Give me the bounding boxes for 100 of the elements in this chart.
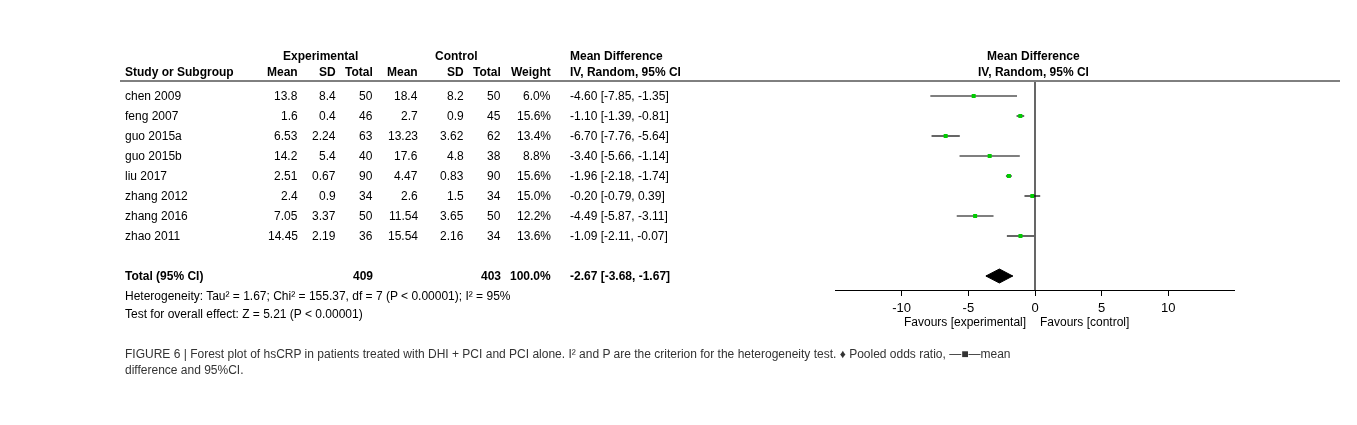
category-label: feng 2007: [125, 109, 179, 123]
category-label: Mean: [267, 65, 298, 79]
text: 1.6: [281, 109, 298, 123]
text: 12.2%: [517, 209, 552, 223]
text: 2.51: [274, 169, 298, 183]
text: 13.23: [388, 129, 419, 143]
text: 2.16: [440, 229, 464, 243]
text: 2.6: [401, 189, 418, 203]
text: 50: [487, 209, 501, 223]
text: Mean Difference: [570, 49, 664, 63]
text: 409: [353, 269, 374, 283]
text: 0.4: [319, 109, 336, 123]
chart-subtitle: IV, Random, 95% CI: [978, 65, 1089, 79]
text: -1.09 [-2.11, -0.07]: [570, 229, 668, 243]
text: Test for overall effect: Z = 5.21 (P < 0.00001): [125, 307, 363, 321]
text: Favours [experimental]: [904, 315, 1027, 329]
text: 100.0%: [510, 269, 551, 283]
text: 2.19: [312, 229, 336, 243]
text: 90: [487, 169, 501, 183]
text: 0.9: [447, 109, 464, 123]
text: 36: [359, 229, 373, 243]
text: 2.7: [401, 109, 418, 123]
text: 15.6%: [517, 109, 552, 123]
caption: FIGURE 6 | Forest plot of hsCRP in patients treated with DHI + PCI and PCI alone. I² and P are the criterion for the heterogeneity test. ♦ Pooled odds ratio, —■—mean difference and 95%CI.: [125, 347, 1011, 377]
category-label: Total (95% CI): [125, 269, 204, 283]
text: 403: [481, 269, 502, 283]
category-label: Weight: [511, 65, 551, 79]
text: 38: [487, 149, 501, 163]
text: -4.49 [-5.87, -3.11]: [570, 209, 668, 223]
category-label: guo 2015b: [125, 149, 182, 163]
text: 3.62: [440, 129, 464, 143]
text: 8.4: [319, 89, 336, 103]
text: 14.2: [274, 149, 298, 163]
text: 46: [359, 109, 373, 123]
text: 13.4%: [517, 129, 552, 143]
text: -2.67 [-3.68, -1.67]: [570, 269, 671, 283]
text: 7.05: [274, 209, 298, 223]
x-tick-label: 10: [1161, 299, 1176, 315]
x-tick-label: 0: [1031, 299, 1039, 315]
text: Control: [435, 49, 478, 63]
text: -6.70 [-7.76, -5.64]: [570, 129, 669, 143]
text: 15.6%: [517, 169, 552, 183]
text: 17.6: [394, 149, 418, 163]
text: 45: [487, 109, 501, 123]
category-label: zhang 2016: [125, 209, 188, 223]
text: 15.54: [388, 229, 419, 243]
x-tick-label: 5: [1098, 299, 1106, 315]
text: 40: [359, 149, 373, 163]
text: -0.20 [-0.79, 0.39]: [570, 189, 665, 203]
category-label: zhang 2012: [125, 189, 188, 203]
text: 1.5: [447, 189, 464, 203]
text: 8.2: [447, 89, 464, 103]
category-label: Study or Subgroup: [125, 65, 234, 79]
category-label: Mean: [387, 65, 418, 79]
text: 3.65: [440, 209, 464, 223]
text: 2.4: [281, 189, 298, 203]
text: Experimental: [283, 49, 359, 63]
text: 0.9: [319, 189, 336, 203]
category-label: liu 2017: [125, 169, 168, 183]
text: 2.24: [312, 129, 336, 143]
text: 14.45: [268, 229, 299, 243]
text: 6.0%: [523, 89, 551, 103]
category-label: chen 2009: [125, 89, 182, 103]
text: 4.8: [447, 149, 464, 163]
category-label: zhao 2011: [125, 229, 181, 243]
x-tick-label: -10: [892, 299, 912, 315]
text: 0.67: [312, 169, 336, 183]
text: Heterogeneity: Tau² = 1.67; Chi² = 155.37, df = 7 (P < 0.00001); I² = 95%: [125, 289, 511, 303]
text: 13.8: [274, 89, 298, 103]
text: 4.47: [394, 169, 418, 183]
text: 50: [359, 209, 373, 223]
category-label: SD: [447, 65, 464, 79]
text: -3.40 [-5.66, -1.14]: [570, 149, 669, 163]
category-label: SD: [319, 65, 336, 79]
text: 15.0%: [517, 189, 552, 203]
text: 6.53: [274, 129, 298, 143]
x-tick-label: -5: [962, 299, 975, 315]
text: -1.10 [-1.39, -0.81]: [570, 109, 669, 123]
text: 13.6%: [517, 229, 552, 243]
text: -4.60 [-7.85, -1.35]: [570, 89, 669, 103]
text: 34: [487, 189, 501, 203]
category-label: IV, Random, 95% CI: [570, 65, 681, 79]
text: 5.4: [319, 149, 336, 163]
text: 50: [487, 89, 501, 103]
chart-title: Mean Difference: [987, 49, 1081, 63]
text: 63: [359, 129, 373, 143]
text: 34: [359, 189, 373, 203]
text: 50: [359, 89, 373, 103]
text: 11.54: [389, 209, 419, 223]
text: 90: [359, 169, 373, 183]
text: 18.4: [394, 89, 418, 103]
text: 8.8%: [523, 149, 551, 163]
text: 0.83: [440, 169, 464, 183]
text: Favours [control]: [1040, 315, 1130, 329]
category-label: guo 2015a: [125, 129, 182, 143]
category-label: Total: [345, 65, 373, 79]
text: 62: [487, 129, 501, 143]
text: -1.96 [-2.18, -1.74]: [570, 169, 669, 183]
text: 34: [487, 229, 501, 243]
category-label: Total: [473, 65, 501, 79]
